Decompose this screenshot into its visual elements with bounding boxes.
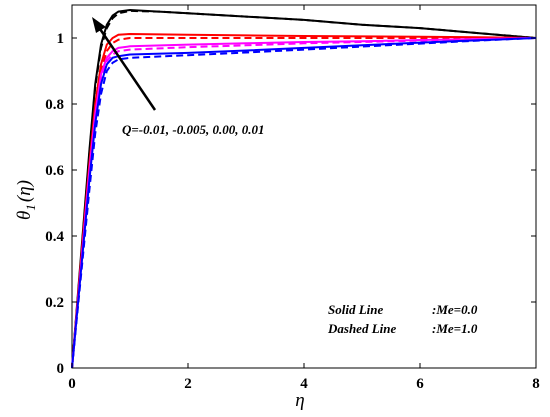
y-tick-label: 0.4	[45, 229, 64, 245]
legend: Solid Line :Me=0.0 Dashed Line :Me=1.0	[327, 302, 478, 336]
x-tick-label: 2	[184, 376, 192, 392]
y-axis-label-sub: 1	[23, 204, 38, 211]
x-tick-label: 6	[416, 376, 424, 392]
plot-area	[71, 4, 537, 369]
y-tick-label: 0.2	[45, 295, 64, 311]
series-line-8	[71, 37, 537, 369]
x-tick-label: 8	[532, 376, 540, 392]
y-axis-label-main: θ	[14, 211, 35, 220]
legend-solid-label: Solid Line	[328, 302, 383, 317]
annotation-arrow	[92, 17, 157, 111]
y-tick-label: 1	[57, 31, 65, 47]
svg-text:θ1(η): θ1 (η)	[14, 180, 38, 220]
legend-dashed-value: :Me=1.0	[432, 321, 478, 336]
y-tick-label: 0.8	[45, 97, 64, 113]
y-tick-label: 0.6	[45, 163, 64, 179]
ticks-layer: 0 2 4 6 8 0 0.2 0.4 0.6 0.8 1	[45, 5, 540, 392]
x-tick-label: 0	[68, 376, 76, 392]
y-axis-label: θ1 (η)	[14, 180, 38, 220]
x-axis-label: η	[295, 390, 304, 411]
series-line-1	[71, 8, 537, 369]
y-tick-label: 0	[57, 361, 65, 377]
annotation-text: Q=-0.01, -0.005, 0.00, 0.01	[122, 122, 264, 137]
y-axis-label-arg: (η)	[14, 180, 35, 202]
legend-dashed-label: Dashed Line	[327, 321, 396, 336]
legend-solid-value: :Me=0.0	[432, 302, 478, 317]
x-tick-label: 4	[300, 376, 308, 392]
